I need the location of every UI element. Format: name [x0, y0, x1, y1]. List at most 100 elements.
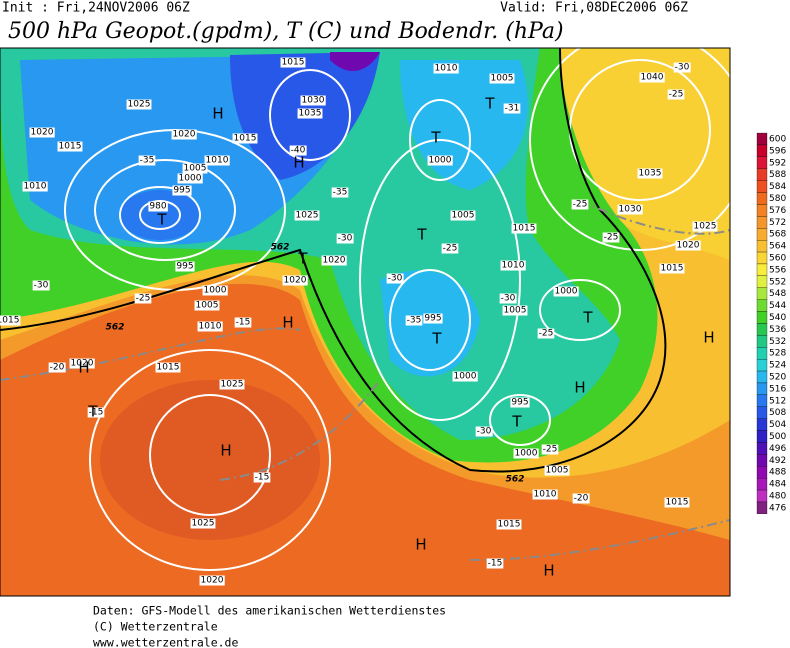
- colorbar-label: 592: [769, 158, 786, 168]
- label-box: [639, 72, 665, 83]
- colorbar-label: 576: [769, 206, 786, 216]
- pressure-center: T: [484, 95, 495, 113]
- label-box: [511, 223, 537, 234]
- label-box: [486, 558, 504, 569]
- label-box: [197, 321, 223, 332]
- label-box: [199, 575, 225, 586]
- pressure-label: 1025: [128, 100, 151, 110]
- temperature-label: -15: [236, 318, 251, 328]
- colorbar-label: 504: [769, 420, 786, 430]
- pressure-center: H: [293, 154, 304, 172]
- colorbar-swatch: [756, 454, 768, 467]
- label-box: [571, 199, 589, 210]
- pressure-label: 1000: [429, 156, 452, 166]
- label-box: [190, 518, 216, 529]
- label-box: [541, 444, 559, 455]
- temperature-label: -30: [388, 274, 403, 284]
- pressure-label: 1025: [192, 519, 215, 529]
- label-box: [532, 489, 558, 500]
- label-box: [321, 255, 347, 266]
- label-box: [155, 362, 181, 373]
- label-box: [675, 240, 701, 251]
- colorbar-swatch: [756, 394, 768, 407]
- footer-line: Daten: GFS-Modell des amerikanischen Wet…: [93, 604, 446, 618]
- pressure-label: 1025: [221, 380, 244, 390]
- colorbar-label: 548: [769, 289, 786, 299]
- temperature-label: -15: [89, 408, 104, 418]
- label-box: [300, 95, 326, 106]
- temperature-label: -31: [505, 104, 520, 114]
- colorbar-label: 556: [769, 265, 786, 275]
- pressure-center: T: [431, 330, 442, 348]
- pressure-label: 1000: [555, 287, 578, 297]
- label-box: [297, 108, 323, 119]
- colorbar-swatch: [756, 335, 768, 348]
- temperature-label: -30: [675, 63, 690, 73]
- pressure-label: 1020: [31, 128, 54, 138]
- label-box: [57, 141, 83, 152]
- colorbar-swatch: [756, 442, 768, 455]
- colorbar-swatch: [756, 466, 768, 479]
- colorbar-label: 596: [769, 146, 786, 156]
- colorbar-label: 552: [769, 277, 786, 287]
- colorbar-label: 520: [769, 373, 786, 383]
- pressure-center: T: [156, 211, 167, 229]
- label-box: [386, 273, 404, 284]
- pressure-label: 1015: [234, 134, 257, 144]
- temperature-label: -25: [604, 233, 619, 243]
- label-box: [572, 493, 590, 504]
- map-field: [0, 48, 730, 596]
- colorbar-swatch: [756, 418, 768, 431]
- colorbar-label: 476: [769, 503, 786, 513]
- init-time: Init : Fri,24NOV2006 06Z: [2, 1, 190, 16]
- pressure-label: 1020: [284, 276, 307, 286]
- label-box: [177, 173, 203, 184]
- colorbar-swatch: [756, 370, 768, 384]
- colorbar-swatch: [756, 382, 768, 396]
- pressure-center: H: [703, 329, 714, 347]
- colorbar-swatch: [756, 275, 768, 288]
- pressure-label: 1025: [296, 211, 319, 221]
- label-box: [232, 133, 258, 144]
- colorbar-swatch: [756, 430, 768, 443]
- colorbar-label: 492: [769, 456, 786, 466]
- temperature-label: -25: [669, 90, 684, 100]
- temperature-label: -25: [539, 329, 554, 339]
- map-title: 500 hPa Geopot.(gpdm), T (C) und Bodendr…: [8, 19, 564, 44]
- pressure-label: 1005: [504, 306, 527, 316]
- label-box: [602, 232, 620, 243]
- pressure-label: 1000: [515, 449, 538, 459]
- label-box: [553, 286, 579, 297]
- pressure-label: 1000: [179, 174, 202, 184]
- pressure-label: 1010: [435, 64, 458, 74]
- temperature-label: -25: [443, 244, 458, 254]
- temperature-label: -30: [501, 294, 516, 304]
- pressure-label: 1015: [513, 224, 536, 234]
- colorbar-swatch: [756, 501, 768, 515]
- colorbar-label: 524: [769, 361, 786, 371]
- pressure-center: H: [220, 442, 231, 460]
- label-box: [194, 300, 220, 311]
- pressure-label: 1010: [502, 261, 525, 271]
- label-box: [138, 155, 156, 166]
- label-box: [544, 465, 570, 476]
- height-label: 562: [106, 323, 125, 333]
- pressure-label: 1015: [157, 363, 180, 373]
- temperature-label: -35: [333, 188, 348, 198]
- label-box: [29, 127, 55, 138]
- label-box: [219, 379, 245, 390]
- label-box: [0, 315, 21, 326]
- temperature-label: -25: [543, 445, 558, 455]
- label-box: [22, 181, 48, 192]
- label-box: [282, 275, 308, 286]
- label-box: [441, 243, 459, 254]
- colorbar-swatch: [756, 132, 768, 146]
- temperature-label: -35: [407, 316, 422, 326]
- label-box: [336, 233, 354, 244]
- label-box: [32, 280, 50, 291]
- temperature-label: -40: [291, 146, 306, 156]
- pressure-center: T: [430, 129, 441, 147]
- map-frame: [0, 47, 731, 597]
